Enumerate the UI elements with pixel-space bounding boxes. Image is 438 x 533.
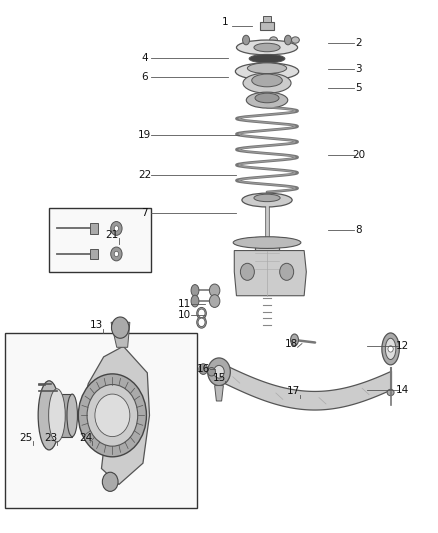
Circle shape <box>112 317 129 338</box>
Polygon shape <box>215 385 223 401</box>
Ellipse shape <box>385 338 396 360</box>
Text: 16: 16 <box>197 364 210 374</box>
Circle shape <box>240 263 254 280</box>
Ellipse shape <box>55 397 65 434</box>
Ellipse shape <box>270 37 278 43</box>
Bar <box>90 248 98 259</box>
Text: 19: 19 <box>138 130 152 140</box>
Polygon shape <box>111 322 130 348</box>
Circle shape <box>208 358 230 385</box>
Polygon shape <box>80 346 149 484</box>
Circle shape <box>388 346 393 352</box>
Circle shape <box>78 374 146 457</box>
Circle shape <box>114 251 119 256</box>
Ellipse shape <box>249 54 285 63</box>
Ellipse shape <box>285 35 291 45</box>
Ellipse shape <box>247 63 287 74</box>
Text: 2: 2 <box>355 38 362 48</box>
Ellipse shape <box>242 193 292 207</box>
Bar <box>255 237 279 288</box>
Circle shape <box>111 222 122 236</box>
Circle shape <box>114 226 119 231</box>
Circle shape <box>280 263 293 280</box>
Bar <box>90 223 98 234</box>
Text: 7: 7 <box>141 208 148 219</box>
Ellipse shape <box>254 194 280 201</box>
Circle shape <box>95 394 130 437</box>
Text: 6: 6 <box>141 72 148 82</box>
Ellipse shape <box>191 285 199 296</box>
Circle shape <box>102 472 118 491</box>
Text: 14: 14 <box>396 385 409 395</box>
Bar <box>60 394 72 437</box>
Text: 3: 3 <box>355 64 362 74</box>
Bar <box>5 333 197 508</box>
Ellipse shape <box>233 237 301 248</box>
Text: 18: 18 <box>284 338 298 349</box>
Ellipse shape <box>255 93 279 103</box>
Ellipse shape <box>387 389 394 395</box>
Text: 17: 17 <box>286 386 300 397</box>
Circle shape <box>199 364 208 374</box>
Circle shape <box>87 384 138 446</box>
Ellipse shape <box>290 334 298 346</box>
Text: 12: 12 <box>396 341 409 351</box>
Ellipse shape <box>243 35 250 45</box>
Ellipse shape <box>191 295 199 307</box>
Text: 25: 25 <box>19 433 33 443</box>
Circle shape <box>209 284 220 297</box>
Circle shape <box>111 247 122 261</box>
Text: 5: 5 <box>355 83 362 93</box>
Ellipse shape <box>246 92 288 108</box>
Text: 13: 13 <box>90 320 103 330</box>
Ellipse shape <box>291 37 299 43</box>
Circle shape <box>198 309 205 318</box>
Ellipse shape <box>243 73 291 93</box>
Ellipse shape <box>49 389 65 442</box>
Ellipse shape <box>67 394 78 437</box>
Text: 23: 23 <box>44 433 57 443</box>
Text: 20: 20 <box>352 150 365 160</box>
Polygon shape <box>234 251 306 296</box>
Circle shape <box>209 295 220 308</box>
Text: 4: 4 <box>141 53 148 62</box>
Ellipse shape <box>38 381 60 450</box>
Ellipse shape <box>197 317 206 328</box>
Text: 15: 15 <box>212 373 226 383</box>
Text: 8: 8 <box>355 225 362 236</box>
Text: 22: 22 <box>138 170 152 180</box>
Text: 1: 1 <box>222 17 229 27</box>
Ellipse shape <box>237 40 297 55</box>
Circle shape <box>198 318 205 327</box>
Text: 21: 21 <box>106 230 119 240</box>
Ellipse shape <box>252 74 283 87</box>
Bar <box>49 208 151 272</box>
Text: 10: 10 <box>177 310 191 320</box>
Text: 24: 24 <box>79 433 92 443</box>
Ellipse shape <box>235 63 299 80</box>
Ellipse shape <box>382 333 399 365</box>
Circle shape <box>214 366 224 378</box>
Bar <box>263 15 271 22</box>
Text: 11: 11 <box>177 298 191 309</box>
Bar <box>261 22 274 30</box>
Ellipse shape <box>208 368 215 376</box>
Polygon shape <box>219 362 392 410</box>
Ellipse shape <box>197 308 206 319</box>
Ellipse shape <box>254 43 280 52</box>
